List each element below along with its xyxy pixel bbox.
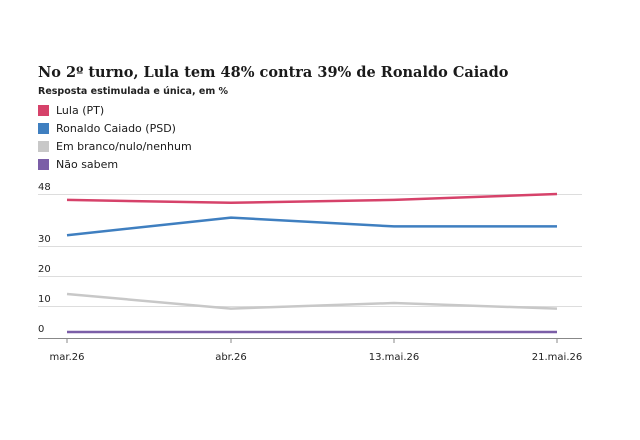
y-tick-30: 30 <box>38 234 51 245</box>
legend-item-lula: Lula (PT) <box>38 101 192 119</box>
legend-label-caiado: Ronaldo Caiado (PSD) <box>56 121 176 135</box>
legend-item-nao-sabem: Não sabem <box>38 155 192 173</box>
x-tick-mar26: mar.26 <box>50 352 85 363</box>
legend-label-nao-sabem: Não sabem <box>56 157 119 171</box>
y-tick-20: 20 <box>38 264 51 275</box>
x-tick-21mai26: 21.mai.26 <box>532 352 582 363</box>
legend-label-branco: Em branco/nulo/nenhum <box>56 139 192 153</box>
y-tick-10: 10 <box>38 294 51 305</box>
series-line-branco <box>66 292 558 310</box>
chart-subtitle: Resposta estimulada e única, em % <box>38 86 229 97</box>
y-tick-0: 0 <box>38 324 44 335</box>
x-tick-13mai26: 13.mai.26 <box>369 352 419 363</box>
chart-title: No 2º turno, Lula tem 48% contra 39% de … <box>38 64 509 81</box>
series-line-caiado <box>66 216 557 237</box>
legend-swatch-lula <box>38 104 49 116</box>
y-tick-48: 48 <box>38 182 51 193</box>
x-tick-abr26: abr.26 <box>215 352 247 363</box>
legend-swatch-caiado <box>38 122 49 134</box>
legend-label-lula: Lula (PT) <box>56 103 105 117</box>
legend-swatch-nao-sabem <box>38 158 49 170</box>
legend-swatch-branco <box>38 140 49 152</box>
legend-item-caiado: Ronaldo Caiado (PSD) <box>38 119 192 137</box>
series-line-lula <box>66 192 558 205</box>
legend: Lula (PT) Ronaldo Caiado (PSD) Em branco… <box>38 101 192 173</box>
legend-item-branco: Em branco/nulo/nenhum <box>38 137 192 155</box>
